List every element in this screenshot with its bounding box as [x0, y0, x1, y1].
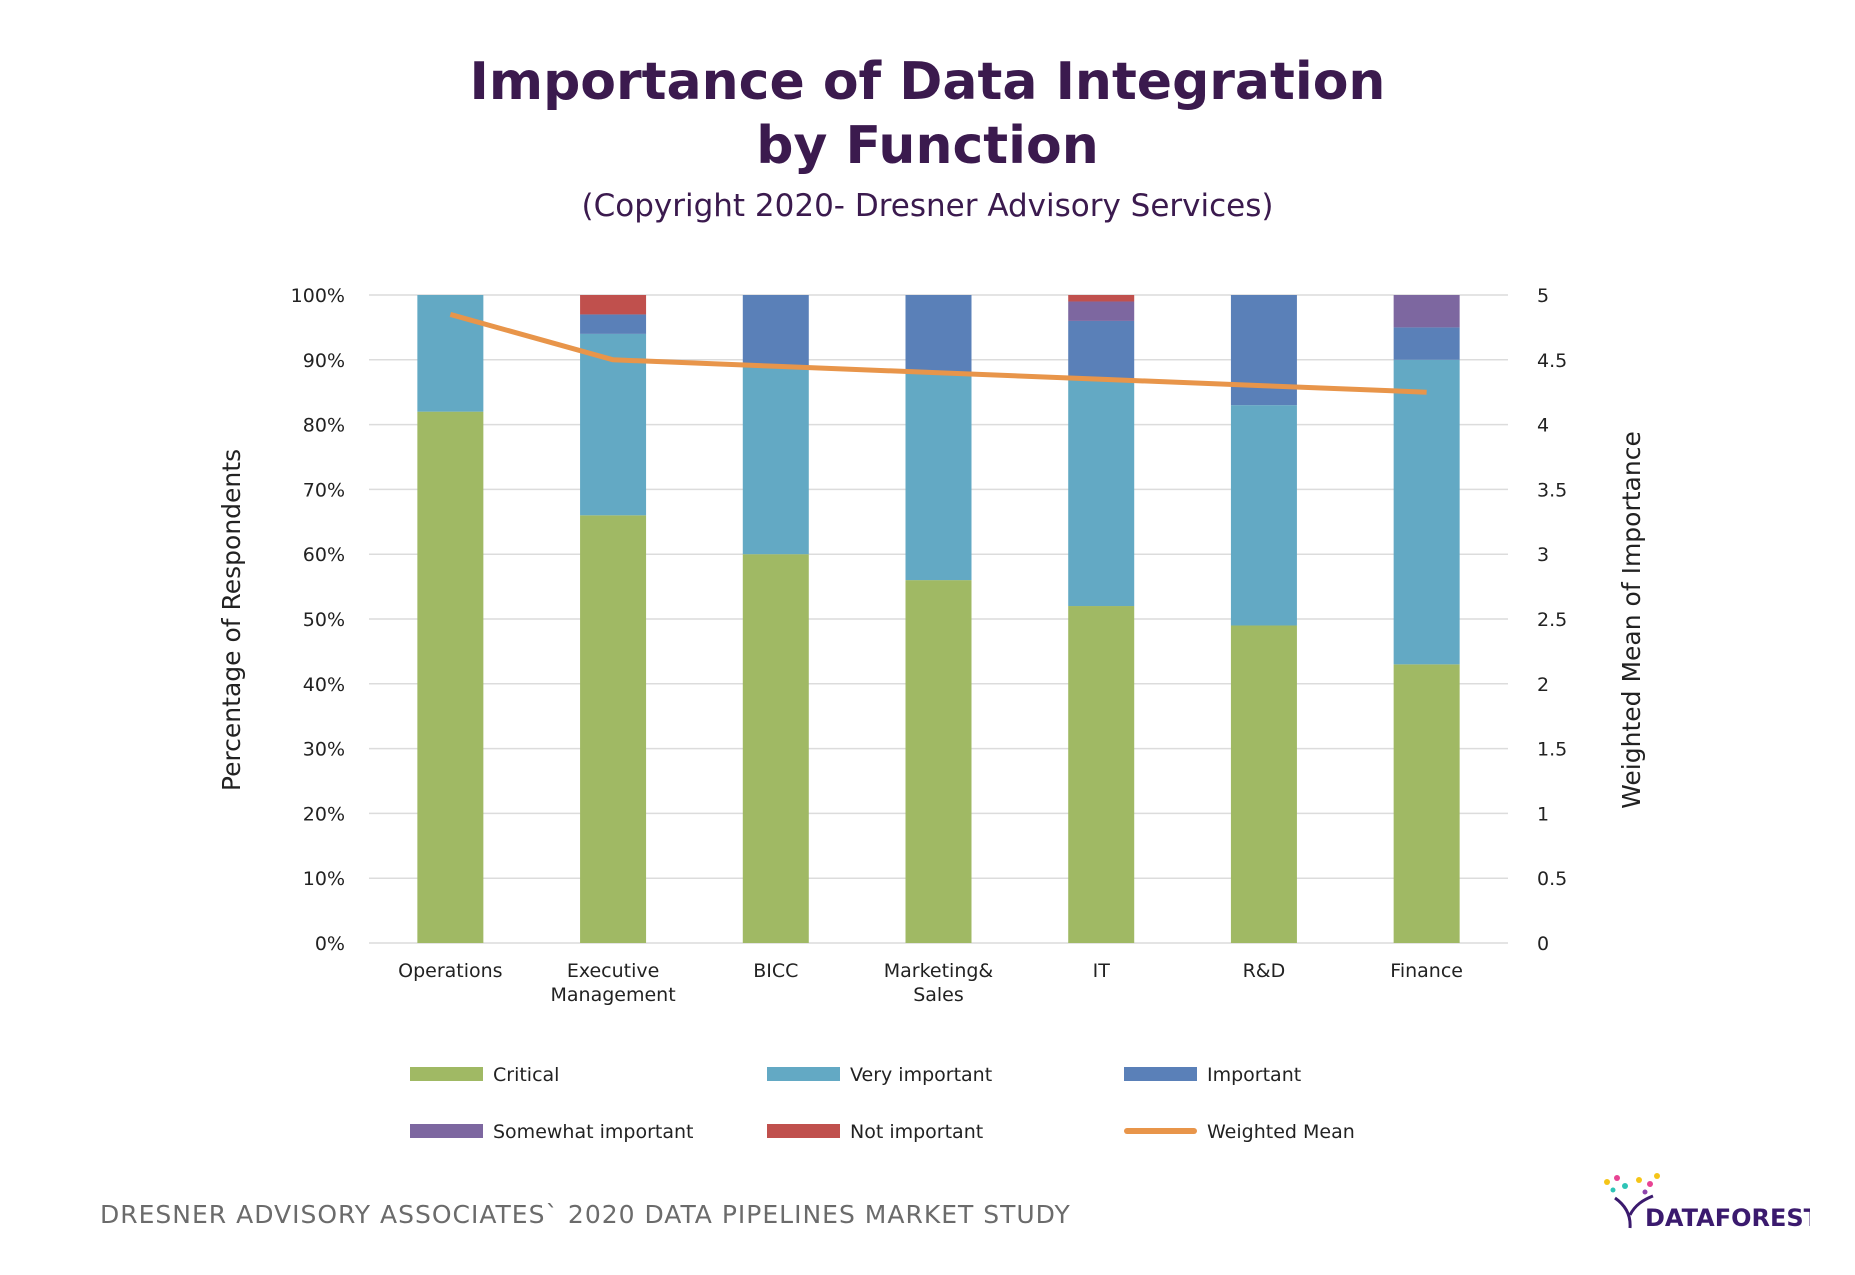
y-axis-label: Percentage of Respondents — [217, 449, 246, 791]
y2-tick-label: 1 — [1537, 803, 1549, 825]
legend-label: Somewhat important — [493, 1121, 693, 1143]
y2-tick-label: 4 — [1537, 415, 1549, 437]
bar-segment-important — [580, 314, 647, 334]
footer-text: DRESNER ADVISORY ASSOCIATES` 2020 DATA P… — [100, 1200, 1071, 1229]
y-tick-label: 40% — [303, 674, 345, 696]
y2-tick-label: 1.5 — [1537, 739, 1567, 761]
bar-segment-important — [905, 295, 972, 373]
y-tick-label: 60% — [303, 544, 345, 566]
legend-label: Not important — [850, 1121, 983, 1143]
bar-segment-critical — [580, 515, 647, 943]
x-tick-label: BICC — [753, 960, 798, 982]
legend-swatch — [767, 1067, 840, 1081]
bar-segment-critical — [905, 580, 972, 943]
bar-segment-very-important — [742, 366, 809, 555]
chart-subtitle: (Copyright 2020- Dresner Advisory Servic… — [581, 188, 1274, 224]
y-tick-label: 10% — [303, 868, 345, 890]
bar-segment-critical — [1230, 625, 1297, 943]
y-tick-label: 90% — [303, 350, 345, 372]
bar-segment-very-important — [1230, 405, 1297, 626]
legend-label: Critical — [493, 1064, 559, 1086]
bar-segment-critical — [1393, 664, 1460, 943]
y-tick-label: 50% — [303, 609, 345, 631]
bar-segment-very-important — [417, 295, 484, 412]
x-tick-label: Finance — [1390, 960, 1463, 982]
legend-swatch — [1124, 1067, 1197, 1081]
y-tick-label: 0% — [315, 933, 345, 955]
y-tick-label: 70% — [303, 479, 345, 501]
legend-swatch — [767, 1124, 840, 1138]
bar-segment-very-important — [1393, 359, 1460, 665]
y-tick-label: 80% — [303, 415, 345, 437]
y2-axis-label: Weighted Mean of Importance — [1617, 431, 1646, 809]
bar-segment-important — [1393, 327, 1460, 360]
bar-segment-very-important — [905, 372, 972, 581]
legend-label: Very important — [850, 1064, 992, 1086]
y2-tick-label: 2 — [1537, 674, 1549, 696]
chart-title-line2: by Function — [756, 116, 1099, 176]
x-tick-label: Management — [550, 984, 675, 1006]
chart-title-line1: Importance of Data Integration — [469, 52, 1386, 112]
bar-segment-critical — [1068, 606, 1135, 943]
y2-tick-label: 3.5 — [1537, 479, 1567, 501]
bar-segment-somewhat-important — [1068, 301, 1135, 321]
y2-tick-label: 2.5 — [1537, 609, 1567, 631]
x-tick-label: IT — [1093, 960, 1111, 982]
x-tick-label: Executive — [567, 960, 660, 982]
bar-segment-somewhat-important — [1393, 295, 1460, 328]
bar-segment-important — [742, 295, 809, 367]
bar-segment-very-important — [1068, 379, 1135, 607]
bar-segment-not-important — [580, 295, 647, 315]
x-tick-label: Sales — [913, 984, 964, 1006]
logo-text: DATAFOREST — [1645, 1204, 1810, 1232]
y2-tick-label: 0 — [1537, 933, 1549, 955]
y2-tick-label: 3 — [1537, 544, 1549, 566]
y-tick-label: 100% — [291, 285, 345, 307]
legend-label: Important — [1207, 1064, 1301, 1086]
x-tick-label: R&D — [1243, 960, 1286, 982]
y2-tick-label: 4.5 — [1537, 350, 1567, 372]
y-tick-label: 20% — [303, 803, 345, 825]
x-tick-label: Operations — [398, 960, 502, 982]
legend-swatch-line — [1124, 1128, 1197, 1134]
x-tick-label: Marketing& — [884, 960, 994, 982]
y-tick-label: 30% — [303, 739, 345, 761]
bar-segment-critical — [742, 554, 809, 943]
tree-icon — [1604, 1173, 1660, 1229]
legend-swatch — [410, 1124, 483, 1138]
legend-label: Weighted Mean — [1207, 1121, 1355, 1143]
bar-segment-not-important — [1068, 295, 1135, 302]
legend-swatch — [410, 1067, 483, 1081]
bar-segment-critical — [417, 411, 484, 943]
bar-segment-very-important — [580, 333, 647, 516]
bar-segment-important — [1068, 320, 1135, 380]
dataforest-logo: DATAFOREST — [1595, 1170, 1810, 1232]
y2-tick-label: 5 — [1537, 285, 1549, 307]
y2-tick-label: 0.5 — [1537, 868, 1567, 890]
